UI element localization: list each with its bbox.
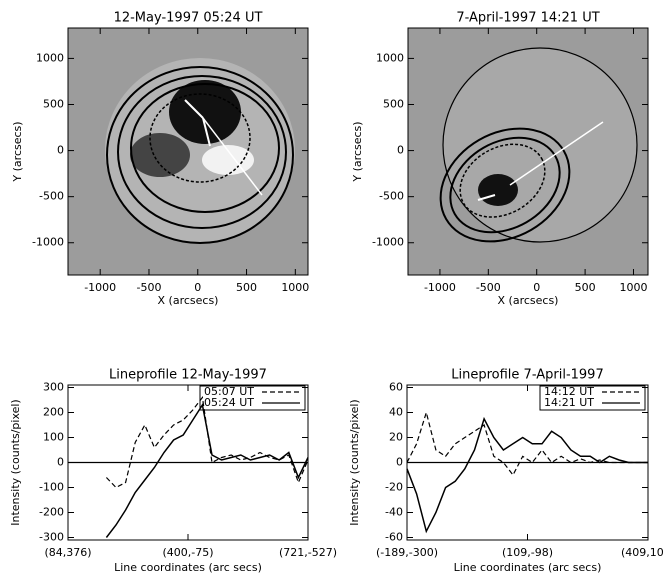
y-tick-label: -60 (385, 531, 403, 544)
y-tick-label: 500 (383, 97, 404, 110)
legend-label: 05:24 UT (204, 396, 254, 409)
y-tick-label: -20 (385, 481, 403, 494)
x-tick-label: 0 (194, 281, 201, 294)
arrow (509, 121, 604, 186)
dark-region (130, 133, 190, 177)
y-tick-label: 40 (389, 406, 403, 419)
x-tick-label: -1000 (424, 281, 456, 294)
x-tick-label: 500 (575, 281, 596, 294)
chart-title: Lineprofile 7-April-1997 (451, 368, 603, 383)
y-tick-label: 0 (396, 456, 403, 469)
y-axis-label: Y (arcsecs) (351, 121, 364, 182)
y-axis-label: Intensity (counts/pixel) (348, 399, 361, 525)
x-tick-label: 1000 (619, 281, 647, 294)
plot-frame (407, 27, 649, 276)
dark-region (478, 174, 518, 206)
x-axis-label: Line coordinates (arc secs) (114, 561, 262, 574)
x-tick-label: (409,104) (621, 546, 663, 559)
y-tick-label: 60 (389, 381, 403, 394)
arrow (202, 117, 211, 147)
ellipse (149, 93, 251, 183)
y-tick-label: 1000 (376, 51, 404, 64)
data-line (406, 410, 648, 477)
y-tick-label: -500 (379, 190, 404, 203)
x-tick-label: (-189,-300) (376, 546, 438, 559)
ellipse (117, 75, 287, 229)
legend-label: 14:12 UT (544, 385, 594, 398)
y-tick-label: -300 (39, 531, 64, 544)
y-tick-label: -200 (39, 506, 64, 519)
arrow (184, 99, 204, 119)
x-axis-label: Line coordinates (arc secs) (454, 561, 602, 574)
y-axis-label: Intensity (counts/pixel) (9, 399, 22, 525)
x-tick-label: 1000 (281, 281, 309, 294)
y-tick-label: 0 (397, 144, 404, 157)
plot-frame (67, 27, 309, 276)
ellipse (449, 136, 561, 234)
y-tick-label: 200 (43, 406, 64, 419)
y-tick-label: 0 (57, 456, 64, 469)
y-tick-label: 500 (43, 97, 64, 110)
x-tick-label: 500 (236, 281, 257, 294)
x-tick-label: 0 (533, 281, 540, 294)
data-line (406, 416, 648, 534)
ellipse (106, 66, 294, 244)
arrow (202, 117, 263, 196)
chart-title: 7-April-1997 14:21 UT (456, 11, 599, 26)
y-tick-label: 20 (389, 431, 403, 444)
x-tick-label: -1000 (84, 281, 116, 294)
legend-box (539, 385, 646, 411)
y-tick-label: -1000 (32, 236, 64, 249)
legend-label: 14:21 UT (544, 396, 594, 409)
x-tick-label: (721,-527) (279, 546, 337, 559)
y-tick-label: 100 (43, 431, 64, 444)
image-2 (408, 28, 648, 275)
chart-title: 12-May-1997 05:24 UT (114, 11, 263, 26)
x-tick-label: -500 (476, 281, 501, 294)
y-tick-label: -40 (385, 506, 403, 519)
y-tick-label: 300 (43, 381, 64, 394)
arrow (477, 194, 496, 201)
ellipse (439, 127, 571, 243)
data-line (105, 396, 309, 489)
y-tick-label: -500 (39, 190, 64, 203)
x-axis-label: X (arcsecs) (158, 294, 219, 307)
y-tick-label: 0 (57, 144, 64, 157)
y-tick-label: 1000 (36, 51, 64, 64)
y-tick-label: -100 (39, 481, 64, 494)
ellipse (130, 83, 280, 213)
x-tick-label: -500 (136, 281, 161, 294)
ellipse (459, 143, 546, 218)
x-axis-label: X (arcsecs) (498, 294, 559, 307)
legend-box (199, 385, 306, 411)
y-axis-label: Y (arcsecs) (11, 121, 24, 182)
x-tick-label: (400,-75) (162, 546, 213, 559)
chart-title: Lineprofile 12-May-1997 (109, 368, 267, 383)
x-tick-label: (84,376) (44, 546, 91, 559)
dark-region (169, 80, 241, 144)
legend-label: 05:07 UT (204, 385, 254, 398)
y-tick-label: -1000 (372, 236, 404, 249)
x-tick-label: (109,-98) (502, 546, 553, 559)
data-line (105, 403, 309, 538)
image-1 (68, 28, 308, 275)
